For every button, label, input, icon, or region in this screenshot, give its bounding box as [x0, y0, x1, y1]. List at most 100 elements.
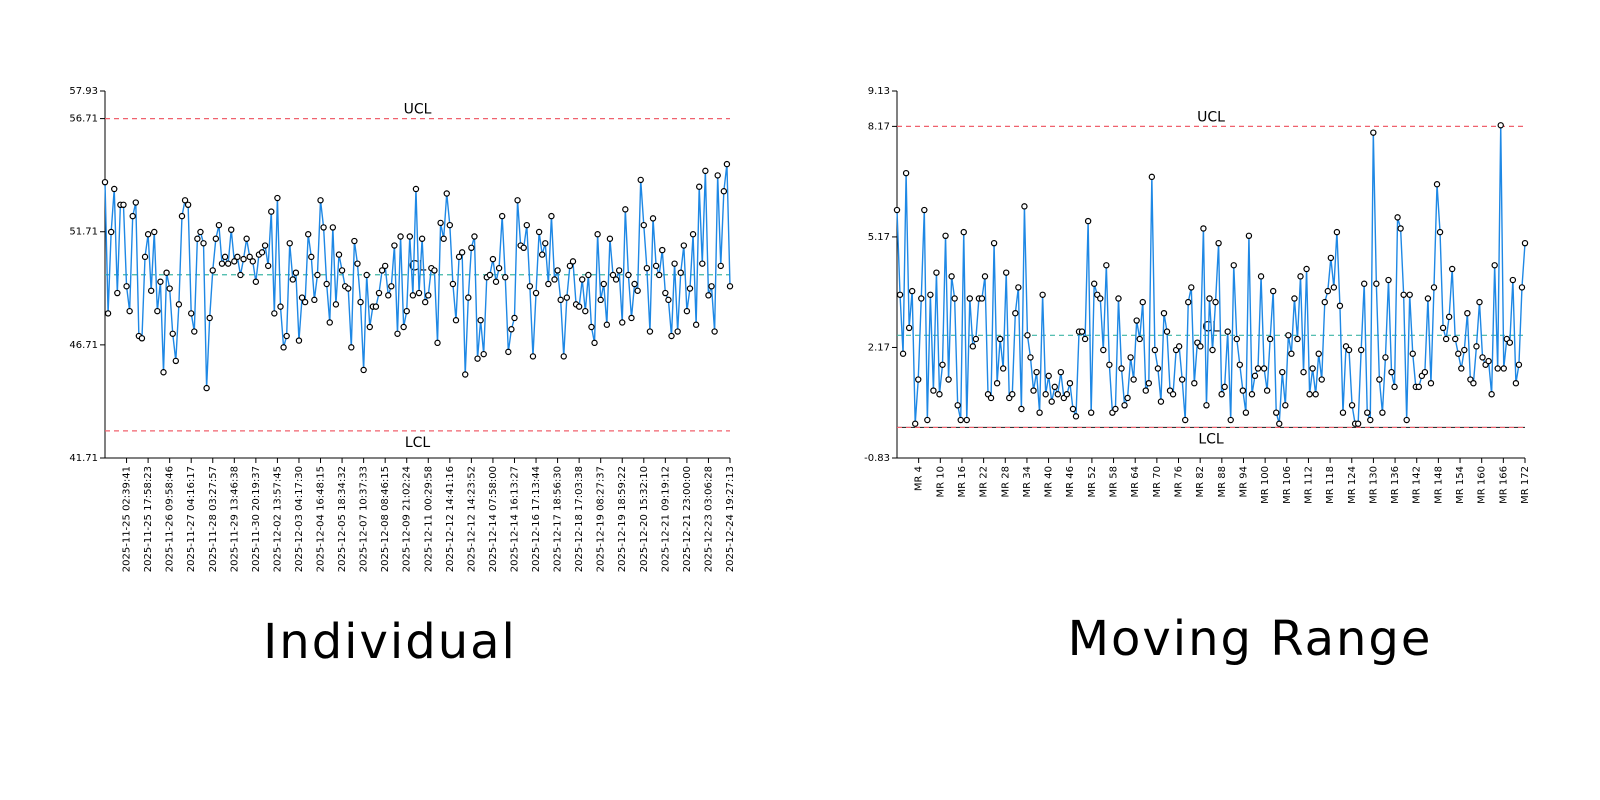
x-tick-label: 2025-11-30 20:19:37	[251, 466, 262, 572]
data-point	[1336, 302, 1344, 310]
data-point	[1084, 217, 1092, 225]
data-point	[1512, 379, 1520, 387]
data-point	[655, 271, 663, 279]
data-point	[1521, 239, 1529, 247]
x-tick-label: MR 28	[1000, 466, 1011, 497]
x-tick-label: 2025-12-09 21:02:24	[402, 466, 413, 572]
data-point	[375, 289, 383, 297]
data-point	[320, 224, 327, 231]
data-point	[674, 328, 681, 335]
data-point	[188, 310, 195, 317]
data-point	[726, 283, 734, 290]
data-point	[609, 271, 617, 279]
data-point	[969, 343, 977, 350]
data-point	[1133, 317, 1140, 324]
data-point	[1200, 225, 1207, 232]
data-point	[1515, 361, 1523, 368]
data-point	[249, 258, 256, 265]
data-point	[603, 321, 611, 328]
data-point	[1291, 295, 1298, 302]
x-tick-label: 2025-12-17 18:56:30	[553, 466, 564, 572]
data-point	[551, 276, 558, 283]
x-tick-label: 2025-12-02 13:57:45	[272, 466, 283, 572]
data-point	[1206, 295, 1213, 302]
x-tick-label: MR 148	[1433, 466, 1444, 504]
y-tick-label: 41.71	[69, 453, 98, 464]
moving-range-chart: -0.83 2.17 5.17 8.17 9.13 MR 4 MR 10 MR 16 MR 22…	[864, 86, 1531, 667]
data-point	[1312, 391, 1319, 398]
data-point	[218, 260, 226, 267]
data-point	[1427, 379, 1435, 387]
y-tick-label: 51.71	[69, 227, 98, 238]
data-point	[662, 289, 669, 297]
x-tick-label: 2025-12-20 15:32:10	[639, 466, 650, 572]
data-point	[677, 269, 684, 276]
data-point	[335, 251, 343, 258]
data-point	[1379, 409, 1386, 416]
data-point	[1476, 298, 1483, 306]
data-point	[474, 355, 481, 362]
data-point	[1497, 122, 1504, 129]
data-point	[1066, 379, 1074, 387]
data-point	[1294, 335, 1301, 343]
data-point	[1254, 365, 1262, 372]
x-tick-label: 2025-12-24 19:27:13	[725, 466, 736, 572]
x-tick-label: MR 124	[1347, 466, 1358, 504]
data-point	[1397, 225, 1404, 232]
x-tick-label: 2025-12-03 04:17:30	[294, 466, 305, 572]
x-tick-label: MR 136	[1390, 466, 1401, 504]
data-point	[498, 212, 506, 220]
data-point	[1148, 173, 1156, 181]
data-point	[492, 278, 500, 285]
data-point	[1124, 394, 1131, 402]
data-point	[1203, 402, 1210, 409]
data-point	[406, 233, 414, 240]
data-point	[1266, 335, 1274, 343]
data-point	[1003, 269, 1010, 276]
data-point	[101, 178, 109, 186]
chart-title: Individual	[263, 614, 517, 670]
data-point	[566, 262, 574, 270]
data-point	[930, 387, 937, 394]
data-point	[104, 310, 112, 317]
data-point	[1354, 420, 1362, 427]
data-point	[114, 289, 121, 297]
data-point	[594, 231, 601, 238]
data-point	[1100, 346, 1107, 354]
individual-chart: 41.71 46.71 51.71 56.71 57.93 2025-11-25 02:3…	[69, 86, 736, 670]
data-point	[1012, 309, 1019, 317]
data-point	[1321, 298, 1328, 306]
data-point	[1154, 365, 1162, 372]
data-point	[957, 416, 964, 424]
data-point	[206, 314, 213, 322]
data-point	[1382, 354, 1389, 361]
data-point	[237, 271, 244, 279]
data-point	[1018, 405, 1025, 413]
x-tick-label: 2025-12-12 14:41:16	[445, 466, 456, 572]
data-point	[425, 292, 432, 299]
data-point	[711, 328, 718, 335]
data-point	[1051, 383, 1058, 391]
x-tick-label: MR 16	[957, 466, 968, 497]
data-point	[1470, 379, 1477, 387]
data-point	[652, 262, 660, 270]
data-point	[1191, 379, 1198, 387]
data-point	[535, 228, 543, 236]
data-point	[714, 172, 721, 179]
x-tick-label: 2025-12-21 23:00:00	[682, 466, 693, 572]
data-point	[1103, 262, 1110, 269]
data-point	[948, 273, 955, 280]
x-tick-label: MR 160	[1477, 466, 1488, 504]
data-point	[954, 402, 961, 409]
data-point	[138, 335, 146, 342]
data-point	[1227, 416, 1234, 424]
x-tick-label: 2025-12-19 18:59:22	[617, 466, 628, 572]
data-point	[111, 185, 118, 193]
data-point	[1142, 387, 1149, 394]
data-point	[951, 295, 958, 302]
data-point	[990, 239, 998, 247]
data-point	[1506, 339, 1514, 346]
data-point	[1175, 343, 1183, 350]
data-point	[1415, 383, 1423, 391]
data-point	[588, 323, 595, 331]
